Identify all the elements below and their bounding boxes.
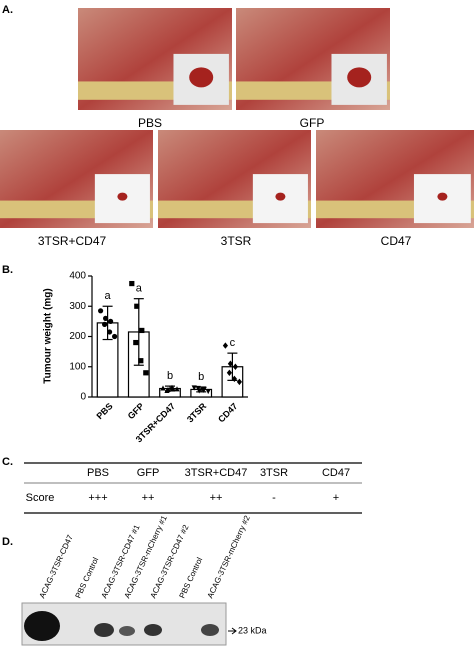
annotation: c: [230, 337, 236, 349]
table-header: GFP: [137, 467, 160, 479]
y-tick-label: 400: [69, 271, 86, 282]
blot-band: [24, 611, 60, 641]
data-point: [205, 388, 211, 395]
photo-panel: [0, 8, 474, 228]
table-cell: ++: [210, 492, 223, 504]
panel-label: B.: [2, 264, 13, 276]
data-point: [232, 363, 238, 370]
table-cell: Score: [26, 492, 55, 504]
panel-label: C.: [2, 456, 13, 468]
data-point: [195, 385, 201, 392]
table-header: 3TSR+CD47: [185, 467, 248, 479]
tumour: [117, 192, 128, 201]
annotation: b: [198, 371, 204, 383]
table-header: PBS: [87, 467, 109, 479]
data-point: [222, 342, 228, 349]
data-point: [134, 303, 140, 309]
data-point: [107, 329, 113, 335]
table-cell: +++: [88, 492, 107, 504]
blot-band: [119, 626, 135, 636]
y-tick-label: 100: [69, 361, 86, 372]
data-point: [112, 333, 118, 340]
blot-band: [94, 623, 114, 637]
data-point: [138, 358, 144, 364]
panel-label: A.: [2, 4, 13, 16]
data-point: [102, 321, 108, 327]
lane-label: PBS Control: [74, 556, 101, 600]
tumour: [437, 192, 448, 201]
data-point: [129, 280, 135, 287]
lane-label: ACAG-3TSR-mCherry #2: [206, 514, 253, 600]
blot-band: [201, 624, 219, 636]
data-point: [236, 378, 242, 386]
data-point: [174, 386, 180, 392]
caption: PBS: [138, 116, 162, 130]
data-point: [169, 384, 175, 390]
annotation: b: [167, 370, 173, 382]
x-tick-label: CD47: [216, 401, 239, 424]
data-point: [108, 318, 114, 324]
table-cell: ++: [142, 492, 155, 504]
table-header: 3TSR: [260, 467, 288, 479]
y-axis-label: Tumour weight (mg): [43, 288, 54, 383]
lane-label: ACAG-3TSR-CD47: [38, 533, 76, 600]
panel-label: D.: [2, 536, 13, 548]
caption: GFP: [300, 116, 325, 130]
caption: 3TSR: [221, 234, 252, 248]
x-tick-label: 3TSR: [185, 401, 209, 425]
annotation: a: [105, 290, 112, 302]
data-point: [164, 387, 170, 393]
y-tick-label: 0: [80, 392, 86, 403]
tumour: [275, 192, 286, 201]
data-point: [103, 315, 109, 321]
y-tick-label: 200: [69, 331, 86, 342]
x-tick-label: GFP: [126, 401, 146, 421]
blot-band: [144, 624, 162, 636]
data-point: [200, 387, 206, 393]
lane-label: PBS Control: [178, 556, 205, 600]
data-point: [191, 385, 197, 391]
annotation: a: [136, 283, 143, 295]
data-point: [143, 370, 149, 376]
data-point: [160, 385, 166, 391]
data-point: [231, 375, 237, 383]
table-cell: +: [333, 492, 339, 504]
x-tick-label: PBS: [95, 401, 115, 421]
data-point: [98, 308, 104, 314]
data-point: [226, 369, 232, 376]
tumour: [189, 67, 214, 88]
caption: CD47: [381, 234, 412, 248]
marker-label: 23 kDa: [238, 625, 267, 635]
data-point: [227, 360, 233, 367]
caption: 3TSR+CD47: [38, 234, 107, 248]
tumour: [347, 67, 372, 88]
data-point: [133, 339, 139, 346]
y-tick-label: 300: [69, 301, 86, 312]
table-cell: -: [272, 492, 276, 504]
data-point: [139, 327, 145, 334]
table-header: CD47: [322, 467, 350, 479]
marker-arrow: [228, 627, 237, 635]
